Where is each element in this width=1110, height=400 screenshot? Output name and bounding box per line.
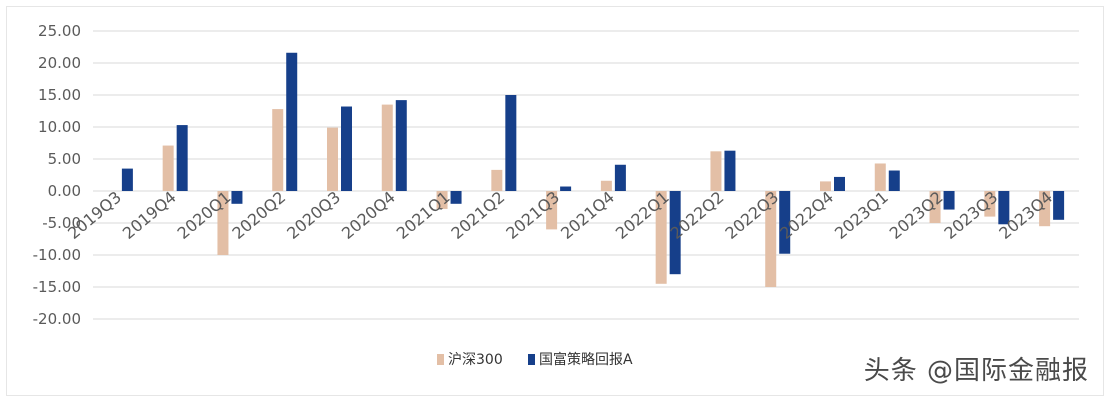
bar-hs300-2020Q4 xyxy=(381,104,393,191)
chart-frame: 25.00 20.00 15.00 10.00 5.00 0.00 -5.00 -10.00 -… xyxy=(6,6,1104,396)
bar-guofu-2020Q1 xyxy=(231,191,243,204)
x-tick-label: 2020Q3 xyxy=(283,188,344,243)
bar-hs300-2021Q3 xyxy=(546,191,558,230)
bar-hs300-2021Q2 xyxy=(491,169,503,191)
bar-guofu-2021Q4 xyxy=(614,164,626,191)
bar-hs300-2022Q4 xyxy=(820,181,831,191)
x-tick-label: 2019Q4 xyxy=(119,188,180,243)
bar-hs300-2023Q3 xyxy=(984,191,996,217)
bar-hs300-2020Q1 xyxy=(217,191,229,255)
y-tick-label: 10.00 xyxy=(38,118,81,136)
bar-guofu-2022Q3 xyxy=(779,191,791,254)
bar-hs300-2021Q4 xyxy=(600,180,612,191)
bar-guofu-2020Q3 xyxy=(341,106,352,191)
y-tick-label: 15.00 xyxy=(38,86,81,104)
bar-guofu-2023Q3 xyxy=(998,191,1010,225)
legend-label: 沪深300 xyxy=(448,352,503,368)
bar-hs300-2022Q1 xyxy=(655,191,667,284)
bar-guofu-2020Q4 xyxy=(395,100,407,191)
legend-swatch-hs300 xyxy=(437,354,444,365)
bar-hs300-2021Q1 xyxy=(436,191,448,209)
watermark: 头条 @国际金融报 xyxy=(863,356,1089,386)
bar-hs300-2023Q2 xyxy=(929,191,941,223)
y-tick-label: -5.00 xyxy=(42,214,81,232)
bar-guofu-2021Q3 xyxy=(560,186,572,191)
legend: 沪深300 国富策略回报A xyxy=(437,351,633,368)
bar-guofu-2019Q3 xyxy=(121,168,133,191)
bar-guofu-2023Q2 xyxy=(943,191,955,210)
bar-guofu-2021Q2 xyxy=(505,95,517,191)
bar-guofu-2022Q2 xyxy=(724,150,736,191)
y-tick-label: 20.00 xyxy=(38,54,81,72)
bar-hs300-2020Q2 xyxy=(272,109,284,191)
y-tick-label: -10.00 xyxy=(33,246,81,264)
bar-guofu-2022Q4 xyxy=(834,176,845,191)
x-tick-label: 2023Q1 xyxy=(831,188,892,243)
y-tick-label: -20.00 xyxy=(33,310,81,328)
legend-swatch-guofu xyxy=(528,354,535,365)
x-tick-label: 2021Q4 xyxy=(557,188,618,243)
x-tick-label: 2020Q4 xyxy=(338,188,399,243)
bar-guofu-2022Q1 xyxy=(669,191,681,275)
y-tick-label: 0.00 xyxy=(48,182,81,200)
bar-guofu-2019Q4 xyxy=(176,125,188,191)
bar-guofu-2020Q2 xyxy=(286,52,298,192)
y-tick-label: 25.00 xyxy=(38,22,81,40)
y-tick-label: -15.00 xyxy=(33,278,81,296)
bar-hs300-2020Q3 xyxy=(327,127,338,191)
bar-hs300-2019Q4 xyxy=(162,145,174,191)
bar-hs300-2022Q3 xyxy=(765,191,777,287)
bar-guofu-2023Q4 xyxy=(1053,191,1065,220)
bar-guofu-2021Q1 xyxy=(450,191,462,204)
bar-guofu-2023Q1 xyxy=(888,170,900,191)
x-tick-label: 2021Q1 xyxy=(393,188,454,243)
bar-hs300-2022Q2 xyxy=(710,151,722,191)
bar-hs300-2023Q4 xyxy=(1039,191,1051,227)
bar-chart: 25.00 20.00 15.00 10.00 5.00 0.00 -5.00 -10.00 -… xyxy=(33,22,1079,368)
y-tick-label: 5.00 xyxy=(48,150,81,168)
legend-label: 国富策略回报A xyxy=(539,351,633,368)
bar-hs300-2023Q1 xyxy=(874,163,886,191)
